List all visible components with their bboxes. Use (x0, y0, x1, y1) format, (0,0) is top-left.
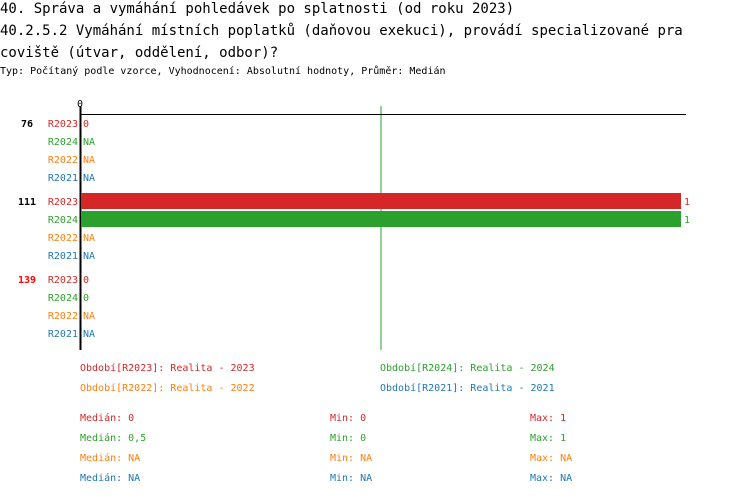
data-label: NA (83, 251, 95, 262)
series-label: R2024 (48, 293, 78, 304)
legend-entry: Období[R2022]: Realita - 2022 (80, 383, 255, 394)
data-label: NA (83, 137, 95, 148)
data-label: NA (83, 233, 95, 244)
series-label: R2024 (48, 137, 78, 148)
data-label: NA (83, 329, 95, 340)
bar-R2023 (81, 193, 681, 209)
x-tick-label: 0 (77, 99, 83, 110)
series-label: R2021 (48, 329, 78, 340)
data-label: NA (83, 155, 95, 166)
stat-median: Medián: NA (80, 473, 141, 484)
series-label: R2022 (48, 311, 78, 322)
data-label: NA (83, 173, 95, 184)
series-label: R2023 (48, 119, 78, 130)
title-line-2: 40.2.5.2 Vymáhání místních poplatků (daň… (0, 23, 683, 39)
bar-R2024 (81, 211, 681, 227)
series-label: R2022 (48, 233, 78, 244)
stat-median: Medián: NA (80, 453, 141, 464)
legend-entry: Období[R2021]: Realita - 2021 (380, 383, 555, 394)
group-label: 111 (18, 197, 36, 208)
data-label: 1 (684, 197, 690, 208)
stat-min: Min: 0 (330, 413, 367, 424)
legend-entry: Období[R2024]: Realita - 2024 (380, 363, 555, 374)
stat-max: Max: NA (530, 453, 573, 464)
stat-min: Min: NA (330, 473, 373, 484)
legend-entry: Období[R2023]: Realita - 2023 (80, 363, 255, 374)
stat-max: Max: NA (530, 473, 573, 484)
stat-min: Min: NA (330, 453, 373, 464)
data-label: 0 (83, 275, 89, 286)
title-line-3: coviště (útvar, oddělení, odbor)? (0, 45, 279, 61)
series-label: R2023 (48, 197, 78, 208)
subtitle: Typ: Počítaný podle vzorce, Vyhodnocení:… (0, 66, 446, 77)
series-label: R2021 (48, 173, 78, 184)
stat-median: Medián: 0,5 (80, 433, 147, 444)
series-label: R2024 (48, 215, 78, 226)
data-label: 0 (83, 119, 89, 130)
series-label: R2023 (48, 275, 78, 286)
data-label: 0 (83, 293, 89, 304)
group-label: 76 (21, 119, 33, 130)
data-label: NA (83, 311, 95, 322)
title-line-1: 40. Správa a vymáhání pohledávek po spla… (0, 1, 515, 17)
stat-max: Max: 1 (530, 433, 567, 444)
stat-median: Medián: 0 (80, 413, 135, 424)
series-label: R2022 (48, 155, 78, 166)
stat-max: Max: 1 (530, 413, 567, 424)
series-label: R2021 (48, 251, 78, 262)
group-label: 139 (18, 275, 36, 286)
data-label: 1 (684, 215, 690, 226)
stat-min: Min: 0 (330, 433, 367, 444)
